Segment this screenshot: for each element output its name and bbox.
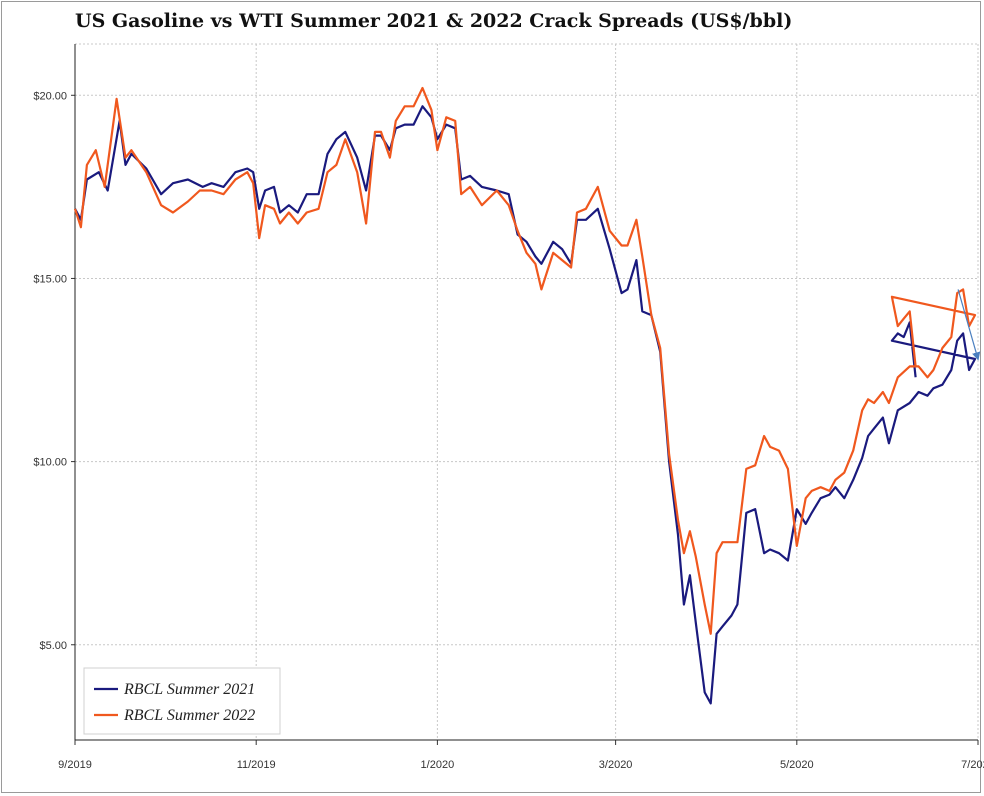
x-tick-label: 11/2019 xyxy=(237,759,276,771)
x-tick-label: 7/2020 xyxy=(961,759,984,771)
legend: RBCL Summer 2021 RBCL Summer 2022 xyxy=(83,667,281,735)
series-line-1 xyxy=(74,105,977,705)
axes xyxy=(71,44,979,745)
legend-label-1: RBCL Summer 2021 xyxy=(123,681,255,698)
y-tick-label: $10.00 xyxy=(33,457,67,469)
y-tick-label: $15.00 xyxy=(33,273,67,285)
series-lines xyxy=(73,86,977,705)
tick-labels: $5.00 $10.00 $15.00 $20.00 9/2019 11/2019 1/20… xyxy=(33,90,984,771)
legend-box xyxy=(83,667,281,735)
y-tick-label: $20.00 xyxy=(33,90,67,102)
trend-arrow xyxy=(957,289,981,361)
legend-label-2: RBCL Summer 2022 xyxy=(123,707,255,724)
x-tick-label: 9/2019 xyxy=(58,759,92,771)
chart-title: US Gasoline vs WTI Summer 2021 & 2022 Cr… xyxy=(75,10,793,32)
annotations xyxy=(957,289,981,361)
y-tick-label: $5.00 xyxy=(39,640,67,652)
series-line-2 xyxy=(73,86,977,635)
x-tick-label: 5/2020 xyxy=(780,759,814,771)
x-tick-label: 1/2020 xyxy=(421,759,455,771)
grid-lines xyxy=(74,43,979,740)
x-tick-label: 3/2020 xyxy=(599,759,633,771)
